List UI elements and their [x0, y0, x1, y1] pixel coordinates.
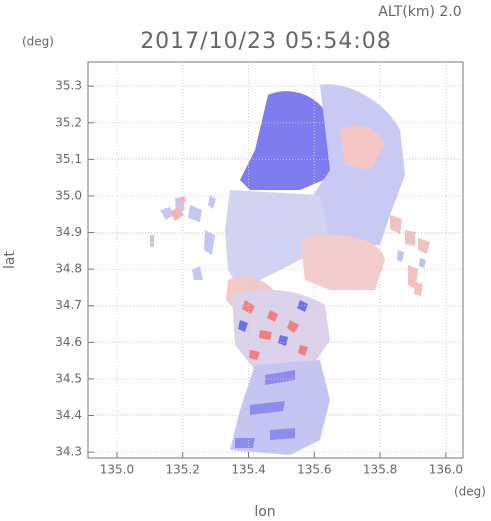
chart-title: 2017/10/23 05:54:08: [140, 29, 392, 54]
y-tick-label: 34.3: [55, 445, 82, 459]
x-tick-label: 135.0: [100, 463, 134, 477]
y-tick-label: 34.8: [55, 262, 82, 276]
y-axis-label: lat: [2, 251, 18, 269]
y-tick-label: 34.7: [55, 298, 82, 312]
axes: 135.0 135.2 135.4 135.6 135.8 136.0 34.3 34.4 34…: [55, 61, 464, 477]
y-tick-label: 34.4: [55, 408, 82, 422]
y-tick-label: 34.9: [55, 225, 82, 239]
x-tick-label: 135.2: [166, 463, 200, 477]
plot-frame: [87, 61, 464, 459]
y-unit: (deg): [22, 35, 54, 49]
y-tick-label: 35.2: [55, 115, 82, 129]
x-axis-label: lon: [254, 504, 275, 520]
y-tick-label: 35.0: [55, 188, 82, 202]
x-tick-label: 135.8: [363, 463, 397, 477]
subtitle: ALT(km) 2.0: [378, 4, 461, 20]
y-tick-label: 34.5: [55, 371, 82, 385]
y-tick-label: 34.6: [55, 335, 82, 349]
x-tick-label: 135.6: [297, 463, 331, 477]
x-tick-label: 136.0: [429, 463, 463, 477]
y-tick-label: 35.3: [55, 79, 82, 93]
x-unit: (deg): [454, 485, 486, 499]
y-tick-label: 35.1: [55, 152, 82, 166]
x-tick-label: 135.4: [231, 463, 265, 477]
